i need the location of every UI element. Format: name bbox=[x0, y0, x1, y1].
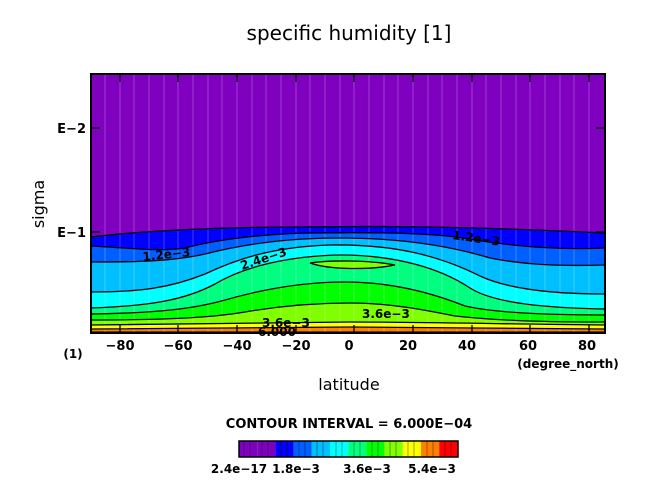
contour-label-5: 3.6e−3 bbox=[262, 316, 310, 330]
contour-line-6 bbox=[91, 281, 605, 316]
y-tick-label: E−1 bbox=[57, 226, 86, 241]
x-axis-label: latitude bbox=[318, 375, 379, 394]
colorbar-seg bbox=[311, 441, 330, 457]
colorbar-tick-label: 3.6e−3 bbox=[343, 462, 391, 476]
colorbar-seg bbox=[239, 441, 258, 457]
contour-line-10 bbox=[91, 326, 605, 330]
x-tick-label: 40 bbox=[458, 339, 476, 354]
plot-frame bbox=[90, 73, 606, 334]
y-axis-ticks bbox=[91, 127, 605, 233]
colorbar-seg bbox=[257, 441, 276, 457]
y-axis-unit: (1) bbox=[63, 347, 82, 361]
colorbar-tick-label: 2.4e−17 bbox=[211, 462, 267, 476]
x-tick-label: −60 bbox=[164, 339, 193, 354]
y-tick-labels: E−2 E−1 bbox=[57, 122, 86, 241]
contour-line-8 bbox=[309, 260, 396, 270]
contour-line-5 bbox=[91, 254, 605, 310]
colorbar-seg bbox=[439, 441, 458, 457]
x-axis-ticks bbox=[119, 74, 590, 333]
colorbar-seg bbox=[275, 441, 294, 457]
contour-label-4: 3.6e−3 bbox=[362, 307, 410, 321]
contour-line-2 bbox=[91, 232, 605, 251]
colorbar-seg bbox=[402, 441, 421, 457]
contour-line-1 bbox=[91, 225, 605, 238]
colorbar-seg bbox=[421, 441, 440, 457]
contour-label-1: 1.2e−3 bbox=[142, 245, 191, 264]
contour-line-7 bbox=[91, 302, 605, 323]
x-tick-label: 20 bbox=[399, 339, 417, 354]
colorbar-frame bbox=[238, 440, 459, 458]
x-tick-label: 0 bbox=[344, 339, 353, 354]
x-tick-labels: −80 −60 −40 −20 0 20 40 60 80 bbox=[106, 339, 597, 354]
contour-line-4 bbox=[91, 244, 605, 295]
colorbar-seg bbox=[330, 441, 349, 457]
colorbar-tick-label: 1.8e−3 bbox=[272, 462, 320, 476]
contour-lines bbox=[91, 225, 605, 330]
x-tick-label: −20 bbox=[282, 339, 311, 354]
colorbar bbox=[238, 440, 459, 458]
colorbar-seg bbox=[366, 441, 385, 457]
y-axis-label: sigma bbox=[29, 180, 48, 228]
x-tick-label: 60 bbox=[519, 339, 537, 354]
colorbar-seg bbox=[293, 441, 312, 457]
contour-label-2: 1.2e−3 bbox=[452, 228, 501, 249]
contour-line-3 bbox=[91, 237, 605, 267]
colorbar-seg bbox=[384, 441, 403, 457]
contour-fill bbox=[91, 74, 605, 333]
x-axis-unit: (degree_north) bbox=[517, 357, 618, 372]
contour-interval-text: CONTOUR INTERVAL = 6.000E−04 bbox=[226, 417, 472, 432]
x-tick-label: −80 bbox=[106, 339, 135, 354]
colorbar-tick-label: 5.4e−3 bbox=[408, 462, 456, 476]
x-tick-label: 80 bbox=[578, 339, 596, 354]
colorbar-seg bbox=[348, 441, 367, 457]
contour-line-9 bbox=[91, 321, 605, 326]
colorbar-tick-labels: 2.4e−17 1.8e−3 3.6e−3 5.4e−3 bbox=[211, 462, 456, 476]
band-inner-lime bbox=[310, 260, 395, 269]
y-tick-label: E−2 bbox=[57, 122, 86, 137]
chart-title: specific humidity [1] bbox=[247, 21, 452, 45]
x-tick-label: −40 bbox=[223, 339, 252, 354]
